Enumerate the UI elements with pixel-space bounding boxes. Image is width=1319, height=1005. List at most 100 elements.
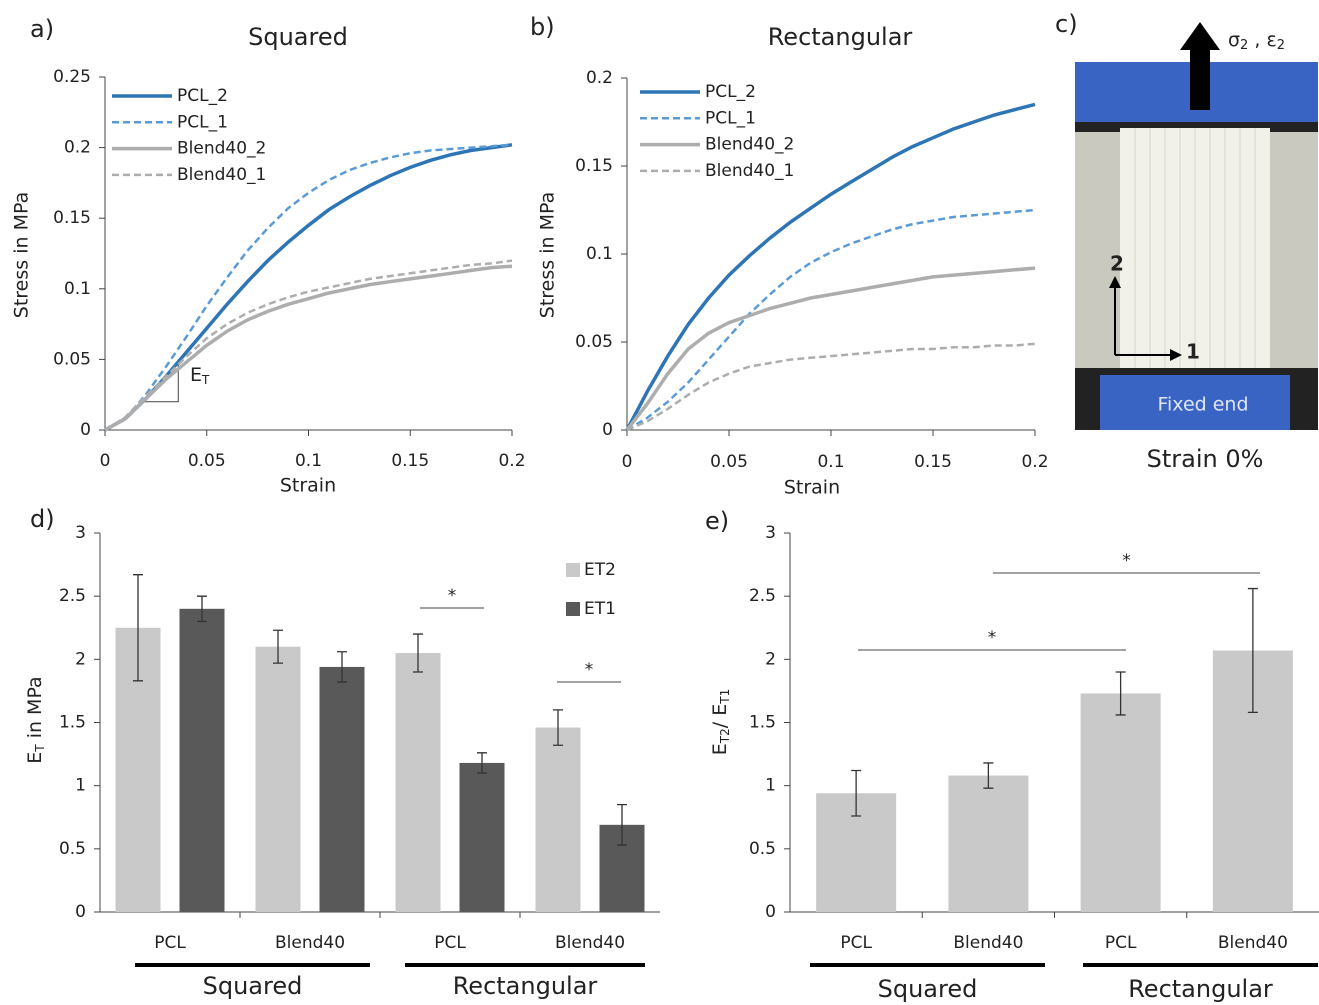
legend-label: ET2 — [584, 560, 616, 580]
label-part: T2 — [718, 728, 732, 744]
chart-title: Squared — [248, 23, 348, 51]
chart-title: Rectangular — [768, 23, 913, 51]
x-axis-label: Strain — [784, 477, 840, 499]
legend-label: PCL_2 — [177, 86, 228, 106]
y-tick-label: 0.25 — [53, 67, 91, 87]
bar — [179, 608, 225, 912]
panel-label: b) — [530, 13, 555, 41]
label-part: in MPa — [24, 676, 46, 744]
legend-label: Blend40_2 — [705, 135, 794, 155]
bar — [948, 775, 1029, 912]
significance-label: * — [448, 586, 457, 606]
x-tick-label: 0 — [100, 451, 111, 471]
axis-label: 1 — [1186, 340, 1200, 364]
legend-label: PCL_1 — [705, 108, 756, 128]
bar — [255, 646, 301, 912]
label-part: T — [201, 373, 210, 387]
x-tick-label: 0.1 — [817, 452, 844, 472]
y-tick-label: 0.2 — [586, 68, 613, 88]
label-part: σ — [1228, 29, 1240, 51]
y-tick-label: 0 — [602, 420, 613, 440]
error-bar — [1115, 671, 1126, 716]
x-tick-label: PCL — [154, 933, 186, 953]
y-axis-label: Stress in MPa — [537, 192, 559, 318]
legend-label: Blend40_1 — [705, 161, 794, 181]
y-tick-label: 0.2 — [64, 138, 91, 158]
error-bar — [413, 633, 423, 673]
y-tick-label: 1 — [75, 776, 86, 796]
y-tick-label: 2.5 — [59, 586, 86, 606]
group-label: Rectangular — [1128, 975, 1273, 1003]
legend-label: Blend40_2 — [177, 139, 266, 159]
error-bar — [617, 803, 627, 846]
x-tick-label: 0.05 — [710, 452, 748, 472]
y-tick-label: 3 — [75, 523, 86, 543]
y-tick-label: 0.15 — [53, 208, 91, 228]
label-part: T — [33, 744, 47, 753]
fixed-end-label: Fixed end — [1157, 394, 1248, 416]
legend-swatch — [566, 602, 580, 616]
y-tick-label: 2 — [75, 649, 86, 669]
line-series — [625, 266, 1036, 432]
y-tick-label: 3 — [765, 523, 776, 543]
top-clamp-edge — [1075, 122, 1318, 132]
x-tick-label: 0.1 — [295, 451, 322, 471]
x-tick-label: 0.2 — [1021, 452, 1048, 472]
label-sub: 2 — [1277, 38, 1285, 53]
y-tick-label: 0.05 — [575, 332, 613, 352]
y-tick-label: 2.5 — [749, 586, 776, 606]
label-part: , ε — [1248, 29, 1276, 51]
line-series — [104, 264, 513, 432]
panel-label: a) — [30, 15, 54, 43]
error-bar — [983, 762, 994, 789]
significance-label: * — [1122, 551, 1131, 571]
error-bar — [273, 629, 283, 664]
legend-label: PCL_2 — [705, 82, 756, 102]
label-part: / E — [709, 704, 731, 728]
error-bar — [197, 595, 207, 623]
x-tick-label: 0 — [622, 452, 633, 472]
y-tick-label: 0.15 — [575, 156, 613, 176]
y-tick-label: 0.1 — [586, 244, 613, 264]
panel-label: c) — [1055, 10, 1078, 38]
x-tick-label: 0.15 — [391, 451, 429, 471]
y-tick-label: 0.1 — [64, 279, 91, 299]
x-tick-label: PCL — [434, 933, 466, 953]
line-series — [104, 143, 513, 432]
photo-panel: c) σ2 , ε2 2 1 Fixed end Strain 0% — [1055, 10, 1318, 473]
bar — [319, 666, 365, 912]
error-bar — [553, 709, 563, 746]
significance-label: * — [988, 628, 997, 648]
y-tick-label: 0 — [80, 420, 91, 440]
label-part: E — [24, 752, 46, 764]
x-tick-label: 0.15 — [914, 452, 952, 472]
bar — [1080, 693, 1161, 912]
bar — [459, 762, 505, 912]
x-tick-label: PCL — [840, 933, 872, 953]
group-label: Squared — [878, 975, 978, 1003]
x-tick-label: Blend40 — [953, 933, 1023, 953]
y-tick-label: 1.5 — [749, 713, 776, 733]
mesh-lines — [1134, 128, 1256, 373]
y-tick-label: 1 — [765, 776, 776, 796]
line-series — [626, 208, 1036, 432]
group-label: Squared — [203, 972, 303, 1000]
axis-arrow-head — [1170, 349, 1182, 361]
label-part: E — [709, 743, 731, 755]
x-tick-label: 0.2 — [498, 451, 525, 471]
error-bar — [477, 752, 487, 774]
y-tick-label: 1.5 — [59, 713, 86, 733]
force-label: σ2 , ε2 — [1228, 29, 1285, 53]
line-series — [626, 342, 1036, 432]
slope-marker — [141, 359, 179, 403]
line-series — [104, 143, 513, 432]
y-axis-label: Stress in MPa — [11, 192, 33, 318]
slope-label: ET — [190, 364, 210, 387]
axis-label: 2 — [1110, 252, 1124, 276]
error-bar — [1247, 587, 1258, 714]
significance-label: * — [585, 660, 594, 680]
y-tick-label: 0.5 — [749, 839, 776, 859]
x-tick-label: Blend40 — [1218, 933, 1288, 953]
